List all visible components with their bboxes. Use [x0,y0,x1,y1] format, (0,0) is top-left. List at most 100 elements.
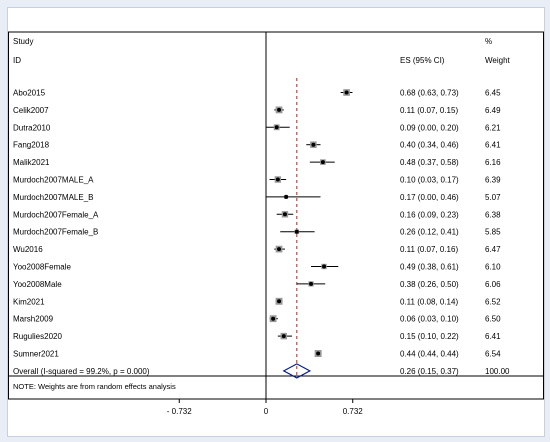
study-es-ci: 0.09 (0.00, 0.20) [400,123,459,132]
study-row: Murdoch2007MALE_B 0.17 (0.00, 0.46) 5.07 [13,193,501,202]
study-weight: 6.49 [485,106,501,115]
study-id: Murdoch2007Female_B [13,228,98,237]
study-es-ci: 0.10 (0.03, 0.17) [400,176,459,185]
study-weight: 6.54 [485,350,501,359]
point-estimate [316,351,321,356]
header-percent: % [485,37,492,46]
header-weight: Weight [485,56,511,65]
overall-diamond [282,363,312,379]
study-es-ci: 0.17 (0.00, 0.46) [400,193,459,202]
study-weight: 6.47 [485,245,501,254]
study-id: Yoo2008Female [13,263,72,272]
point-estimate [309,281,314,286]
study-row: Murdoch2007Female_A 0.16 (0.09, 0.23) 6.38 [13,210,501,219]
study-id: Fang2018 [13,141,50,150]
study-es-ci: 0.16 (0.09, 0.23) [400,210,459,219]
study-id: Sumner2021 [13,350,59,359]
point-estimate [277,247,282,252]
study-es-ci: 0.11 (0.08, 0.14) [400,297,458,306]
header-es-ci: ES (95% CI) [400,56,445,65]
plot-frame [8,31,544,400]
x-tick-label: 0.732 [343,407,364,416]
study-row: Murdoch2007Female_B 0.26 (0.12, 0.41) 5.85 [13,228,501,237]
forest-plot: - 0.732 0 0.732 Abo2015 0.68 (0.63, 0.73) 6.… [8,31,544,416]
study-weight: 6.06 [485,280,501,289]
x-tick-label: 0 [264,407,269,416]
study-es-ci: 0.49 (0.38, 0.61) [400,263,459,272]
header-study: Study [13,37,33,46]
point-estimate [281,334,286,339]
study-weight: 6.16 [485,158,501,167]
study-weight: 6.52 [485,297,501,306]
point-estimate [277,107,282,112]
study-row: Murdoch2007MALE_A 0.10 (0.03, 0.17) 6.39 [13,176,501,185]
study-id: Celik2007 [13,106,49,115]
study-es-ci: 0.40 (0.34, 0.46) [400,141,459,150]
study-row: Dutra2010 0.09 (0.00, 0.20) 6.21 [13,123,501,132]
study-id: Kim2021 [13,297,45,306]
study-id: Wu2016 [13,245,43,254]
study-id: Murdoch2007MALE_A [13,176,94,185]
study-weight: 6.21 [485,123,501,132]
study-es-ci: 0.15 (0.10, 0.22) [400,332,459,341]
study-weight: 6.41 [485,332,501,341]
study-weight: 5.07 [485,193,501,202]
study-es-ci: 0.44 (0.44, 0.44) [400,350,459,359]
study-es-ci: 0.38 (0.26, 0.50) [400,280,459,289]
footer-note: NOTE: Weights are from random effects an… [13,382,176,391]
study-row: Kim2021 0.11 (0.08, 0.14) 6.52 [13,297,501,306]
overall-es-ci: 0.26 (0.15, 0.37) [400,367,459,376]
study-weight: 5.85 [485,228,501,237]
study-row: Sumner2021 0.44 (0.44, 0.44) 6.54 [13,350,501,359]
study-id: Dutra2010 [13,123,51,132]
header-id: ID [13,56,21,65]
point-estimate [275,177,280,182]
study-es-ci: 0.06 (0.03, 0.10) [400,315,459,324]
study-weight: 6.10 [485,263,501,272]
point-estimate [282,212,287,217]
study-row: Marsh2009 0.06 (0.03, 0.10) 6.50 [13,315,501,324]
study-es-ci: 0.11 (0.07, 0.16) [400,245,458,254]
study-id: Abo2015 [13,89,46,98]
point-estimate [320,160,325,165]
point-estimate [274,125,279,130]
plot-panel: - 0.732 0 0.732 Abo2015 0.68 (0.63, 0.73) 6.… [7,7,545,437]
overall-row: Overall (I-squared = 99.2%, p = 0.000) 0.… [13,363,510,379]
rows-layer: Abo2015 0.68 (0.63, 0.73) 6.45 Celik2007 0.1… [13,89,510,379]
study-es-ci: 0.68 (0.63, 0.73) [400,89,459,98]
study-id: Murdoch2007MALE_B [13,193,94,202]
point-estimate [271,316,276,321]
point-estimate [311,142,316,147]
study-weight: 6.45 [485,89,501,98]
study-weight: 6.39 [485,176,501,185]
study-row: Rugulies2020 0.15 (0.10, 0.22) 6.41 [13,332,501,341]
study-id: Rugulies2020 [13,332,62,341]
axes-layer: - 0.732 0 0.732 [8,31,544,416]
study-row: Malik2021 0.48 (0.37, 0.58) 6.16 [13,158,501,167]
study-weight: 6.38 [485,210,501,219]
study-id: Marsh2009 [13,315,54,324]
point-estimate [277,299,282,304]
study-id: Malik2021 [13,158,50,167]
study-es-ci: 0.26 (0.12, 0.41) [400,228,459,237]
point-estimate [344,90,349,95]
study-id: Murdoch2007Female_A [13,210,99,219]
point-estimate [294,229,299,234]
study-es-ci: 0.11 (0.07, 0.15) [400,106,458,115]
study-row: Celik2007 0.11 (0.07, 0.15) 6.49 [13,106,501,115]
study-row: Yoo2008Male 0.38 (0.26, 0.50) 6.06 [13,280,501,289]
overall-label: Overall (I-squared = 99.2%, p = 0.000) [13,367,150,376]
study-row: Abo2015 0.68 (0.63, 0.73) 6.45 [13,89,501,98]
study-weight: 6.50 [485,315,501,324]
study-id: Yoo2008Male [13,280,62,289]
overall-weight: 100.00 [485,367,510,376]
point-estimate [322,264,327,269]
point-estimate [284,194,289,199]
study-row: Wu2016 0.11 (0.07, 0.16) 6.47 [13,245,501,254]
study-weight: 6.41 [485,141,501,150]
study-es-ci: 0.48 (0.37, 0.58) [400,158,459,167]
study-row: Fang2018 0.40 (0.34, 0.46) 6.41 [13,141,501,150]
x-tick-label: - 0.732 [167,407,192,416]
study-row: Yoo2008Female 0.49 (0.38, 0.61) 6.10 [13,263,501,272]
